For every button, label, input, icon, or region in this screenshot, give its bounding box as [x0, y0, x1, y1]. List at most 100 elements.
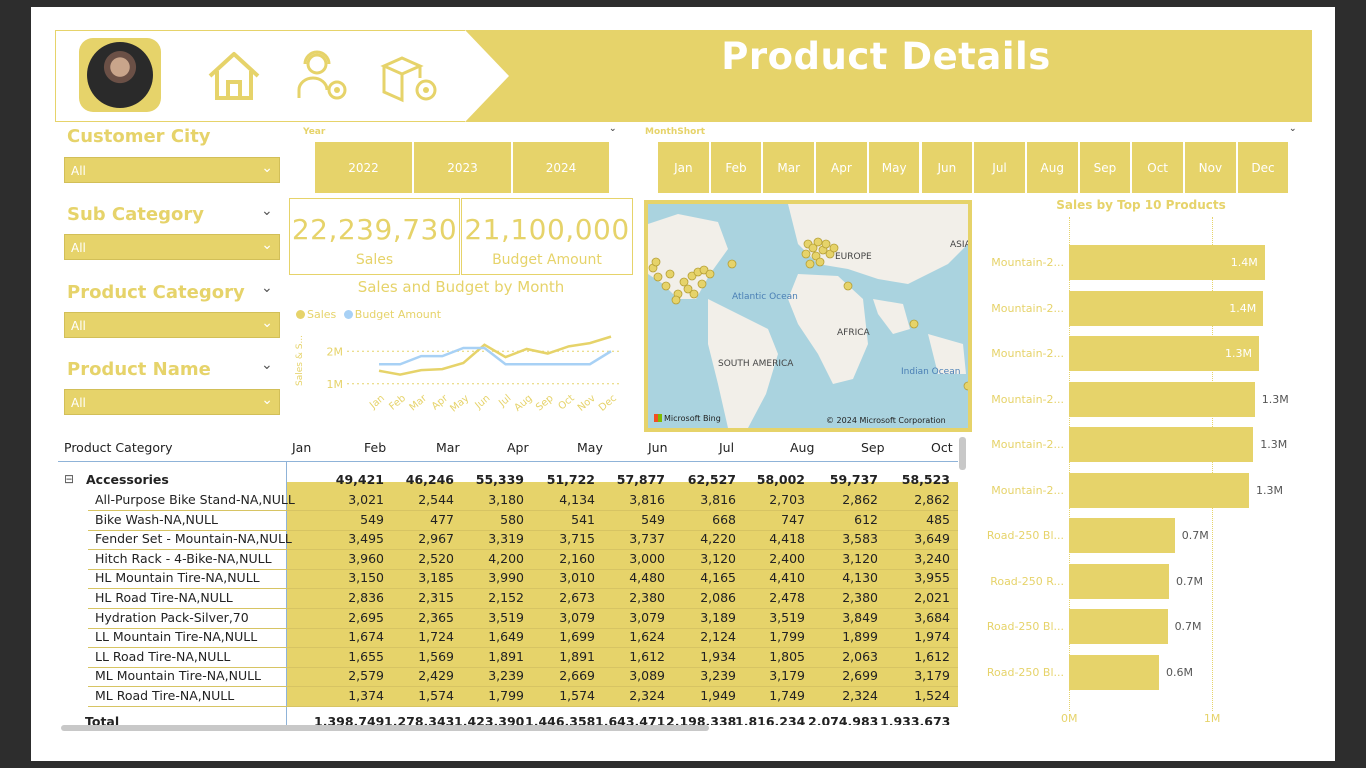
- matrix-column-header[interactable]: Oct: [931, 440, 953, 455]
- matrix-row[interactable]: ML Mountain Tire-NA,NULL 2,579 2,429 3,239 2…: [58, 668, 958, 688]
- series-line-budget-amount[interactable]: [379, 346, 612, 366]
- matrix-row[interactable]: Hitch Rack - 4-Bike-NA,NULL 3,960 2,520 4,2…: [58, 551, 958, 571]
- matrix-row[interactable]: ML Road Tire-NA,NULL 1,374 1,574 1,799 1,574…: [58, 688, 958, 708]
- map-point[interactable]: [821, 239, 831, 249]
- matrix-row[interactable]: LL Mountain Tire-NA,NULL 1,674 1,724 1,649 1…: [58, 629, 958, 649]
- map-point[interactable]: [808, 243, 818, 253]
- product-settings-icon[interactable]: [380, 48, 440, 104]
- month-tile-nov[interactable]: Nov: [1185, 142, 1237, 193]
- matrix-column-header[interactable]: Aug: [790, 440, 815, 455]
- chevron-down-icon[interactable]: ⌄: [261, 357, 273, 373]
- map-point[interactable]: [909, 319, 919, 329]
- matrix-row[interactable]: Fender Set - Mountain-NA,NULL 3,495 2,967 3…: [58, 531, 958, 551]
- bar[interactable]: [1069, 381, 1255, 417]
- map-point[interactable]: [727, 259, 737, 269]
- matrix-row[interactable]: HL Mountain Tire-NA,NULL 3,150 3,185 3,990 3…: [58, 570, 958, 590]
- row-divider: [88, 510, 958, 511]
- map-point[interactable]: [825, 249, 835, 259]
- year-tile[interactable]: 2023: [414, 142, 512, 193]
- month-tile-jul[interactable]: Jul: [974, 142, 1026, 193]
- map-point[interactable]: [815, 257, 825, 267]
- matrix-row[interactable]: Hydration Pack-Silver,70 2,695 2,365 3,519 3…: [58, 610, 958, 630]
- bar[interactable]: [1069, 336, 1259, 371]
- bar[interactable]: [1069, 427, 1254, 462]
- bar[interactable]: [1069, 245, 1265, 280]
- map-point[interactable]: [687, 271, 697, 281]
- month-tile-may[interactable]: May: [868, 142, 921, 193]
- home-icon[interactable]: [204, 48, 264, 104]
- product-category-dropdown[interactable]: All ⌄: [64, 312, 280, 338]
- matrix-column-header[interactable]: Mar: [436, 440, 460, 455]
- map-point[interactable]: [699, 265, 709, 275]
- map-point[interactable]: [689, 289, 699, 299]
- customer-city-dropdown[interactable]: All ⌄: [64, 157, 280, 183]
- kpi-card-sales: 22,239,730 Sales: [289, 198, 460, 275]
- map-point[interactable]: [671, 295, 681, 305]
- matrix-column-header[interactable]: Jan: [292, 440, 312, 455]
- matrix-row[interactable]: Bike Wash-NA,NULL 549 477 580 541 549 668 747 61…: [58, 512, 958, 532]
- map-point[interactable]: [801, 249, 811, 259]
- matrix-column-header[interactable]: Sep: [861, 440, 885, 455]
- matrix-column-header[interactable]: Jun: [648, 440, 668, 455]
- matrix-column-header[interactable]: May: [577, 440, 603, 455]
- matrix-horizontal-scrollbar[interactable]: [61, 725, 709, 731]
- slicer-title-product-category: Product Category: [67, 282, 245, 303]
- bar[interactable]: [1069, 654, 1159, 690]
- matrix-cell: 2,478: [769, 590, 805, 605]
- avatar[interactable]: [79, 38, 161, 112]
- map-point[interactable]: [805, 259, 815, 269]
- product-matrix[interactable]: Product Category Jan Feb Mar Apr May Jun Jul Au…: [58, 435, 958, 725]
- matrix-row[interactable]: HL Road Tire-NA,NULL 2,836 2,315 2,152 2,673…: [58, 590, 958, 610]
- bar[interactable]: [1069, 518, 1175, 553]
- map-point[interactable]: [661, 281, 671, 291]
- month-tile-apr[interactable]: Apr: [816, 142, 868, 193]
- matrix-column-header[interactable]: Apr: [507, 440, 529, 455]
- map-point[interactable]: [679, 277, 689, 287]
- chevron-down-icon[interactable]: ⌄: [609, 124, 617, 134]
- product-name-dropdown[interactable]: All ⌄: [64, 389, 280, 415]
- year-tile[interactable]: 2022: [315, 142, 413, 193]
- map-point[interactable]: [651, 257, 661, 267]
- map-point[interactable]: [843, 281, 853, 291]
- month-tile-aug[interactable]: Aug: [1026, 142, 1079, 193]
- map-point[interactable]: [811, 251, 821, 261]
- series-line-sales[interactable]: [378, 335, 612, 376]
- matrix-vertical-scrollbar[interactable]: [959, 437, 966, 470]
- collapse-toggle-icon[interactable]: ⊟: [64, 472, 75, 486]
- month-tile-jan[interactable]: Jan: [658, 142, 710, 193]
- bar[interactable]: [1069, 290, 1264, 326]
- matrix-column-header[interactable]: Feb: [364, 440, 387, 455]
- month-tile-jun[interactable]: Jun: [921, 142, 974, 193]
- month-tile-oct[interactable]: Oct: [1132, 142, 1184, 193]
- bar[interactable]: [1069, 609, 1168, 644]
- customer-settings-icon[interactable]: [293, 48, 353, 104]
- map-point[interactable]: [665, 269, 675, 279]
- chevron-down-icon[interactable]: ⌄: [261, 203, 273, 219]
- map-point[interactable]: [697, 279, 707, 289]
- map-label-atlantic: Atlantic Ocean: [732, 292, 798, 302]
- map-point[interactable]: [683, 284, 693, 294]
- month-tile-mar[interactable]: Mar: [763, 142, 816, 193]
- matrix-column-header[interactable]: Jul: [719, 440, 735, 455]
- month-tile-sep[interactable]: Sep: [1079, 142, 1132, 193]
- matrix-row[interactable]: All-Purpose Bike Stand-NA,NULL 3,021 2,544…: [58, 492, 958, 512]
- matrix-group-row[interactable]: ⊟ Accessories 49,421 46,246 55,339 51,722 57,8…: [58, 472, 958, 492]
- chevron-down-icon[interactable]: ⌄: [261, 280, 273, 296]
- month-tile-dec[interactable]: Dec: [1237, 142, 1290, 193]
- matrix-row[interactable]: LL Road Tire-NA,NULL 1,655 1,569 1,891 1,891…: [58, 649, 958, 669]
- year-tile[interactable]: 2024: [513, 142, 610, 193]
- map-point[interactable]: [653, 272, 663, 282]
- bar[interactable]: [1069, 472, 1249, 508]
- map-point[interactable]: [963, 381, 968, 391]
- map-point[interactable]: [705, 269, 715, 279]
- matrix-total-row[interactable]: Total 1,398,749 1,278,343 1,423,390 1,446,35…: [58, 714, 958, 725]
- matrix-cell: 3,737: [629, 531, 665, 547]
- sales-map[interactable]: EUROPE ASIA AFRICA SOUTH AMERICA Atlanti…: [644, 200, 972, 432]
- sub-category-dropdown[interactable]: All ⌄: [64, 234, 280, 260]
- month-tile-feb[interactable]: Feb: [710, 142, 763, 193]
- map-point[interactable]: [813, 237, 823, 247]
- bar[interactable]: [1069, 563, 1169, 599]
- chevron-down-icon[interactable]: ⌄: [1289, 124, 1297, 134]
- map-point[interactable]: [829, 243, 839, 253]
